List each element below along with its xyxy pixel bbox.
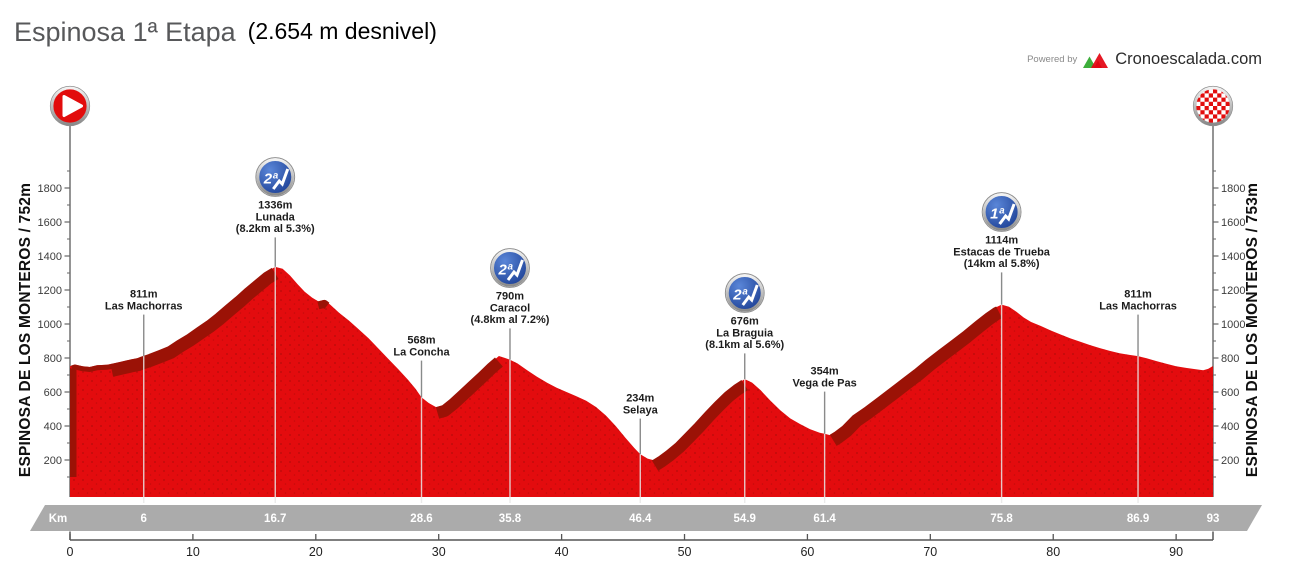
y-tick-label-left: 400 — [44, 421, 62, 433]
right-axis-label: ESPINOSA DE LOS MONTEROS / 753m — [1244, 182, 1261, 478]
y-tick-label-left: 1800 — [38, 183, 62, 195]
x-tick-label: 60 — [800, 545, 814, 559]
climb-shade-band — [317, 299, 330, 310]
y-tick-label-left: 200 — [44, 455, 62, 467]
y-tick-label-left: 1400 — [38, 251, 62, 263]
powered-by-label: Powered by — [1027, 54, 1078, 65]
y-tick-label-right: 1800 — [1221, 183, 1245, 195]
x-tick-label: 70 — [923, 545, 937, 559]
climb-shade-band — [651, 380, 748, 471]
x-tick-label: 10 — [186, 545, 200, 559]
km-ribbon — [30, 505, 1262, 531]
cronoescalada-logo-icon — [1083, 51, 1109, 69]
waypoint-label: 1114m Estacas de Trueba (14km al 5.8%) — [953, 235, 1050, 271]
svg-text:2ª: 2ª — [498, 262, 513, 279]
climb-category-icon: 1ª — [981, 192, 1022, 232]
y-tick-label-right: 200 — [1221, 455, 1239, 467]
climb-category-icon: 2ª — [255, 157, 296, 197]
climb-shade-band — [829, 306, 1004, 446]
brand-link[interactable]: Cronoescalada.com — [1115, 50, 1262, 68]
y-tick-label-right: 600 — [1221, 387, 1239, 399]
km-ribbon-value: 75.8 — [990, 513, 1013, 525]
waypoint-label: 354m Vega de Pas — [793, 366, 857, 390]
x-tick-label: 30 — [432, 545, 446, 559]
powered-by-block: Powered by Cronoescalada.com — [1027, 50, 1262, 69]
y-tick-label-right: 800 — [1221, 353, 1239, 365]
km-ribbon-value: 16.7 — [264, 513, 286, 525]
page-header: Espinosa 1ª Etapa (2.654 m desnivel) — [14, 17, 437, 48]
y-tick-label-left: 600 — [44, 387, 62, 399]
y-tick-label-right: 1000 — [1221, 319, 1245, 331]
y-tick-label-left: 800 — [44, 353, 62, 365]
waypoint-label: 811m Las Machorras — [105, 289, 183, 313]
x-tick-label: 40 — [555, 545, 569, 559]
y-tick-label-left: 1600 — [38, 217, 62, 229]
svg-text:2ª: 2ª — [263, 171, 278, 188]
km-ribbon-unit: Km — [49, 513, 68, 525]
climb-shade-band — [435, 357, 503, 419]
start-marker-icon — [49, 85, 91, 127]
waypoint-label: 790m Caracol (4.8km al 7.2%) — [471, 291, 550, 327]
climb-shade-band — [71, 363, 113, 372]
y-tick-label-right: 400 — [1221, 421, 1239, 433]
waypoint-label: 234m Selaya — [623, 393, 659, 417]
waypoint-label: 1336m Lunada (8.2km al 5.3%) — [236, 200, 315, 236]
climb-category-icon: 2ª — [724, 273, 765, 313]
km-ribbon-value: 6 — [141, 513, 147, 525]
km-ribbon-value: 54.9 — [734, 513, 756, 525]
y-tick-label-right: 1600 — [1221, 217, 1245, 229]
y-tick-label-right: 1200 — [1221, 285, 1245, 297]
y-tick-label-left: 1000 — [38, 319, 62, 331]
waypoint-label: 568m La Concha — [393, 335, 450, 359]
km-ribbon-value: 61.4 — [813, 513, 836, 525]
left-axis-label: ESPINOSA DE LOS MONTEROS / 752m — [17, 182, 34, 478]
y-tick-label-left: 1200 — [38, 285, 62, 297]
km-ribbon-value: 35.8 — [499, 513, 522, 525]
x-tick-label: 90 — [1169, 545, 1183, 559]
km-ribbon-value: 46.4 — [629, 513, 652, 525]
start-edge-shade — [70, 368, 77, 477]
stage-total-climb: (2.654 m desnivel) — [247, 18, 437, 44]
climb-shade-band — [107, 267, 279, 377]
x-tick-label: 80 — [1046, 545, 1060, 559]
svg-text:2ª: 2ª — [732, 287, 747, 304]
stage-title: Espinosa 1ª Etapa — [14, 17, 236, 47]
finish-marker-icon — [1192, 85, 1234, 127]
km-ribbon-value: 86.9 — [1127, 513, 1149, 525]
km-ribbon-value: 28.6 — [410, 513, 432, 525]
y-tick-label-right: 1400 — [1221, 251, 1245, 263]
waypoint-label: 811m Las Machorras — [1099, 289, 1177, 313]
x-tick-label: 0 — [67, 545, 74, 559]
climb-category-icon: 2ª — [490, 248, 530, 288]
km-ribbon-value: 93 — [1207, 513, 1220, 525]
x-tick-label: 20 — [309, 545, 323, 559]
x-tick-label: 50 — [678, 545, 692, 559]
waypoint-label: 676m La Braguia (8.1km al 5.6%) — [705, 316, 784, 352]
svg-text:1ª: 1ª — [990, 206, 1004, 223]
